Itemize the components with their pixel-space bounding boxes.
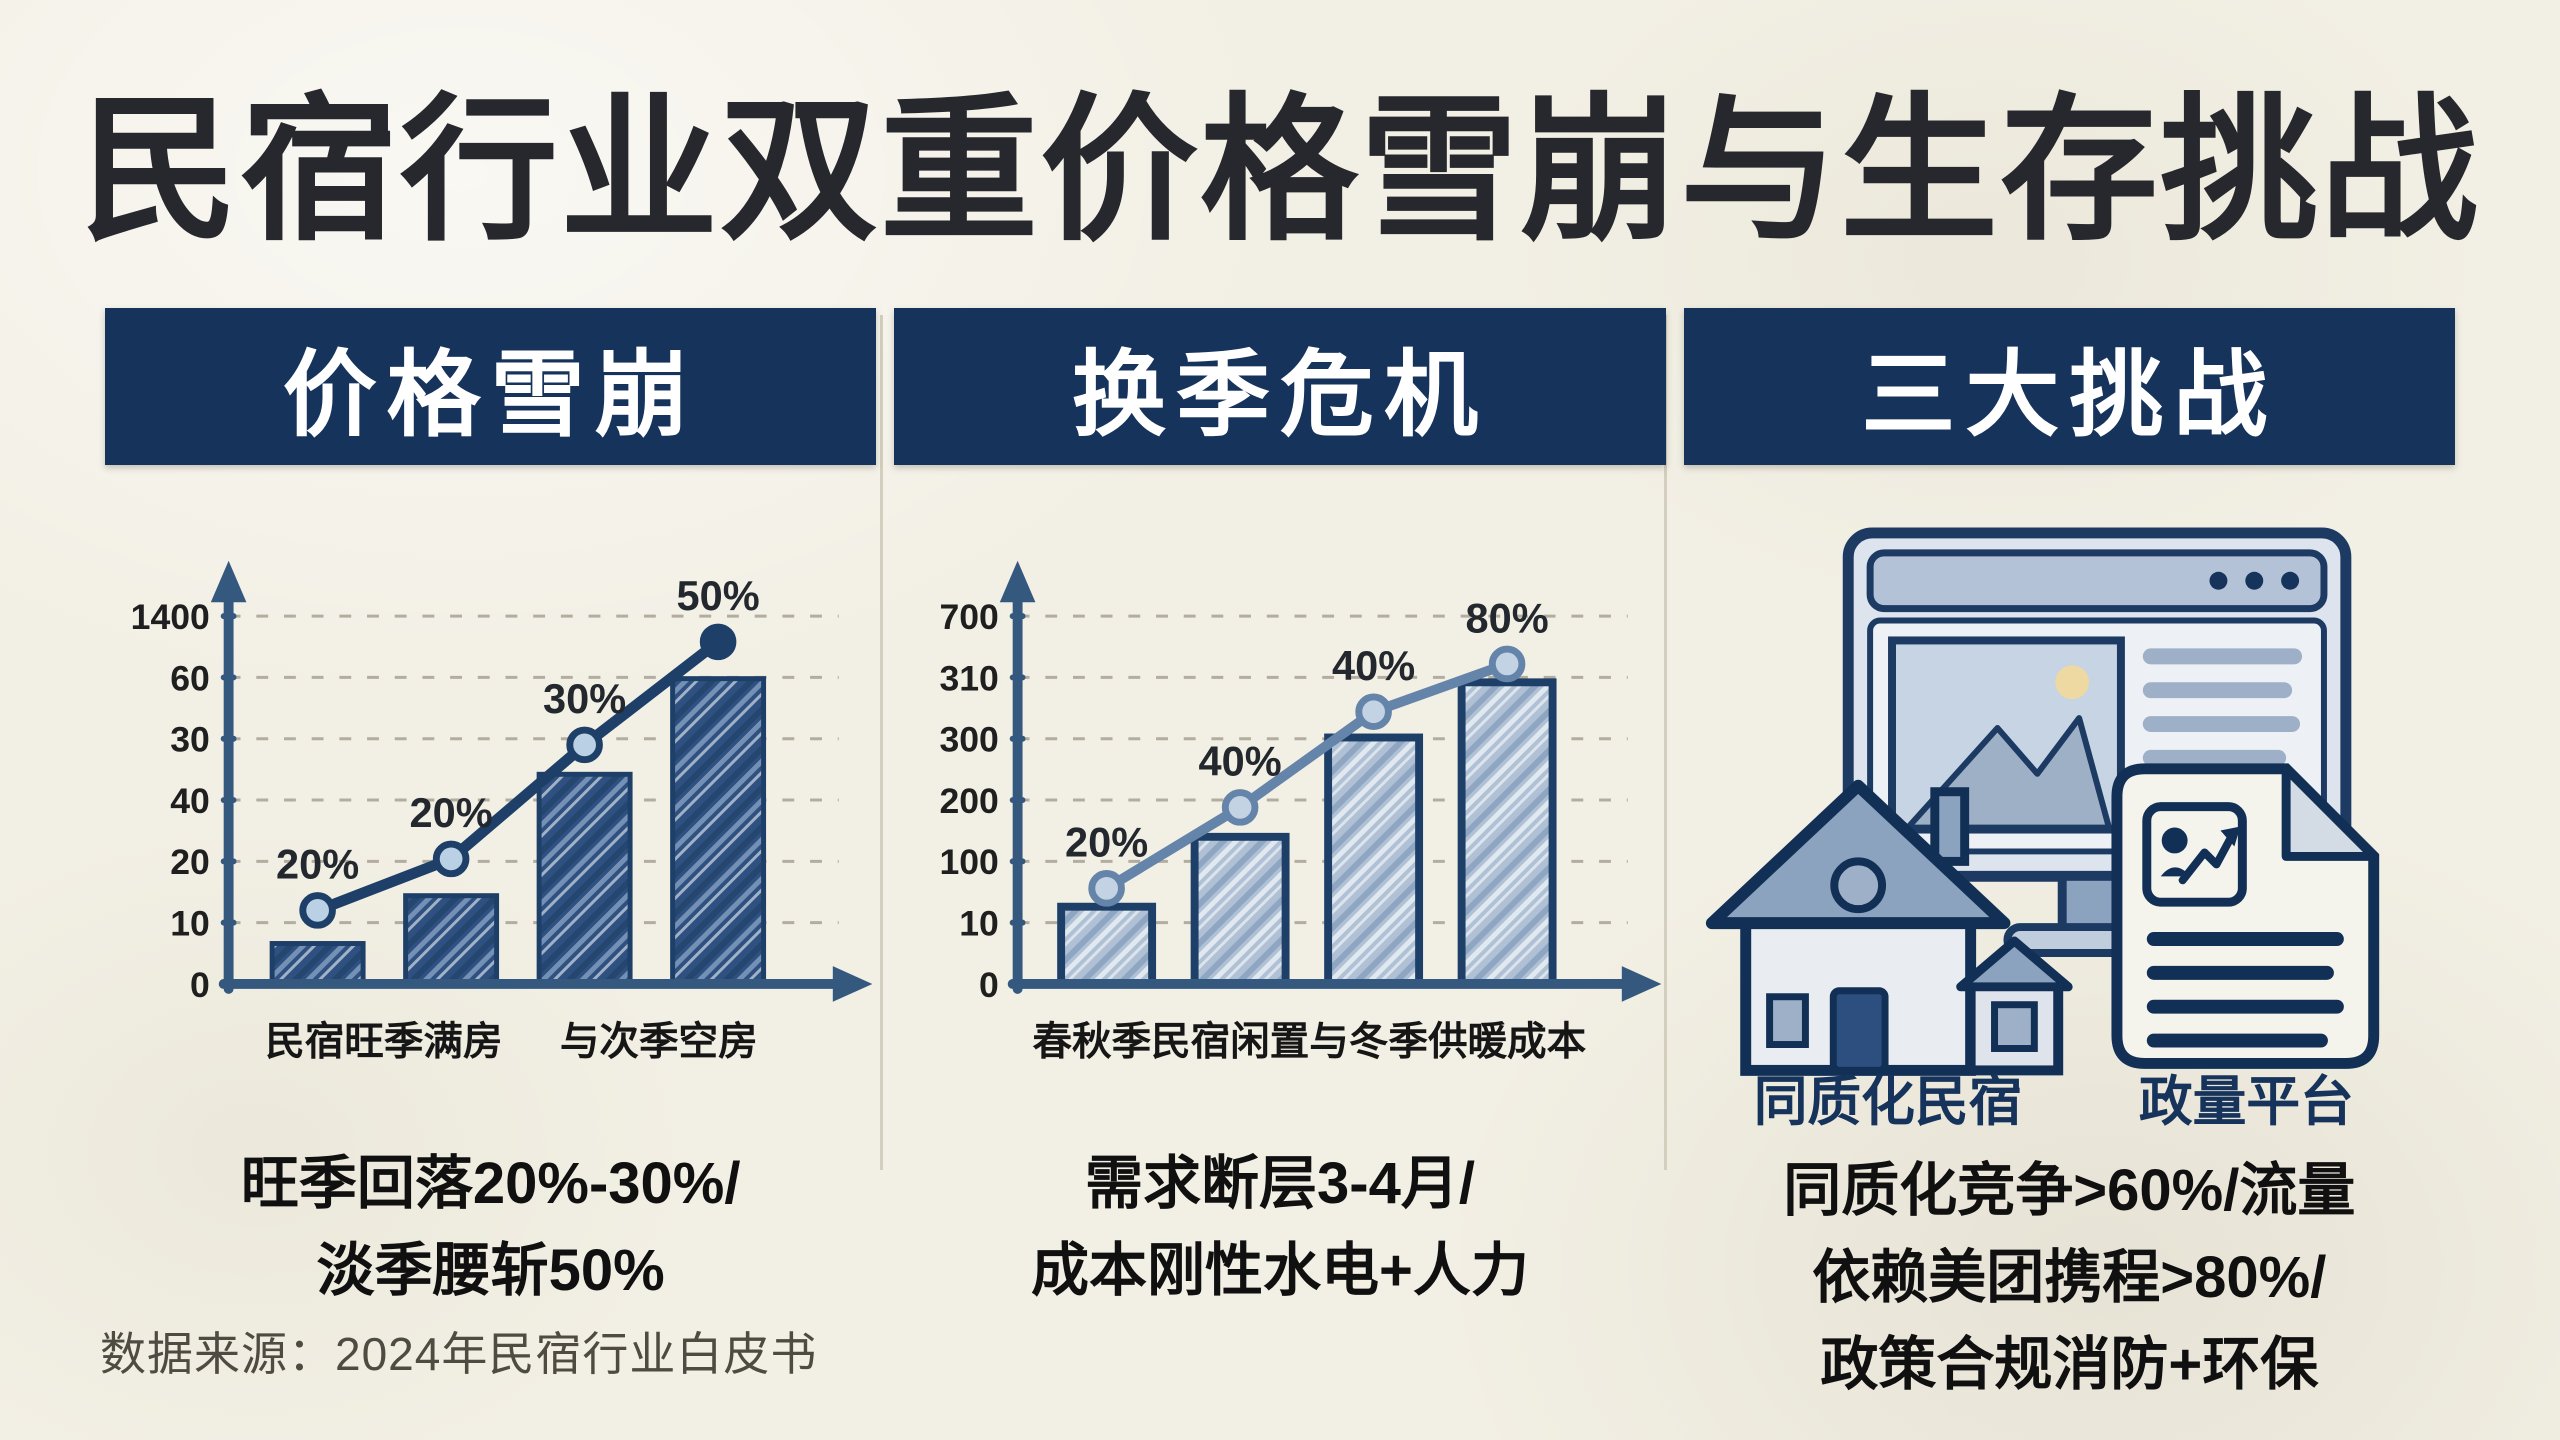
y-axis-ticks: 1400 60 30 40 20 10 0 — [131, 597, 237, 1005]
caption-season-crisis: 需求断层3-4月/ 成本刚性水电+人力 — [894, 1140, 1665, 1314]
icon-label-traffic-platform: 政量平台 — [2139, 1072, 2354, 1132]
bars — [1057, 678, 1557, 988]
trend-line: 20% 20% 30% 50% — [276, 572, 760, 929]
caption-line: 旺季回落20%-30%/ — [240, 1150, 741, 1216]
svg-text:10: 10 — [960, 904, 1000, 944]
bar — [1057, 902, 1157, 988]
browser-dot-icon — [2280, 571, 2299, 590]
svg-text:40: 40 — [170, 781, 210, 821]
data-point-label: 20% — [410, 789, 493, 836]
data-point-label: 30% — [543, 675, 626, 722]
caption-three-challenges: 同质化竞争>60%/流量 依赖美团携程>80%/ 政策合规消防+环保 — [1684, 1147, 2455, 1408]
price-collapse-chart-wrap: 1400 60 30 40 20 10 0 20% 20% 30% 50% 民宿旺季满房 与次季空房 — [105, 537, 876, 1096]
caption-line: 政策合规消防+环保 — [1820, 1332, 2319, 1398]
bar — [536, 771, 633, 987]
bar — [1190, 832, 1290, 988]
data-point — [1489, 645, 1526, 683]
section-price-collapse: 价格雪崩 1400 60 30 40 20 10 0 20% 20% 30% 50% 民宿旺季满房 与次… — [105, 308, 877, 1408]
folded-corner-icon — [2281, 764, 2378, 861]
chart-badge-icon — [2141, 802, 2247, 907]
caption-line: 成本刚性水电+人力 — [1031, 1237, 1529, 1303]
chimney-icon — [1929, 787, 1969, 866]
bars — [269, 676, 767, 987]
bar — [670, 676, 767, 987]
document-lines-icon — [2146, 932, 2344, 1048]
caption-line: 需求断层3-4月/ — [1085, 1150, 1475, 1216]
data-point-label: 20% — [276, 841, 359, 888]
section-three-challenges: 三大挑战 — [1683, 308, 2455, 1408]
icon-label-homogenized-homestay: 同质化民宿 — [1753, 1072, 2022, 1132]
svg-text:20: 20 — [170, 842, 210, 882]
bar — [1324, 733, 1424, 988]
roof-icon — [1705, 779, 2011, 930]
bar — [269, 941, 366, 987]
svg-text:60: 60 — [170, 658, 210, 698]
data-point — [566, 726, 603, 764]
column-divider — [880, 315, 883, 1170]
bar — [1457, 678, 1557, 988]
svg-text:700: 700 — [940, 597, 999, 637]
monitor-browser-icon — [1842, 527, 2351, 957]
data-point — [1088, 870, 1126, 907]
data-point-label: 20% — [1065, 819, 1148, 866]
caption-line: 依赖美团携程>80%/ — [1812, 1245, 2327, 1311]
data-point — [432, 840, 470, 878]
season-crisis-chart-wrap: 700 310 300 200 100 10 0 20% 40% 40% 80% 春秋季民宿闲置与冬季… — [894, 537, 1665, 1096]
svg-text:0: 0 — [979, 965, 999, 1005]
data-point-label: 40% — [1332, 642, 1415, 689]
caption-line: 同质化竞争>60%/流量 — [1783, 1158, 2356, 1224]
season-crisis-chart: 70031030020010010020%40%40%80%春秋季民宿闲置与冬季… — [940, 560, 1662, 1064]
data-point — [299, 892, 336, 929]
data-point — [699, 623, 737, 661]
bar — [403, 893, 500, 987]
svg-text:1400: 1400 — [131, 597, 210, 637]
svg-text:0: 0 — [190, 965, 210, 1005]
svg-text:与次季空房: 与次季空房 — [560, 1020, 758, 1064]
page-title: 民宿行业双重价格雪崩与生存挑战 — [80, 83, 2480, 259]
browser-dot-icon — [2244, 571, 2263, 590]
section-header-season-crisis: 换季危机 — [894, 308, 1666, 465]
challenges-illustration: 同质化民宿 政量平台 — [1705, 527, 2379, 1132]
svg-text:200: 200 — [940, 781, 999, 821]
caption-line: 淡季腰斩50% — [316, 1237, 665, 1303]
section-header-price-collapse: 价格雪崩 — [105, 308, 877, 465]
columns: 价格雪崩 1400 60 30 40 20 10 0 20% 20% 30% 50% 民宿旺季满房 与次… — [105, 308, 2455, 1408]
svg-text:310: 310 — [940, 658, 999, 698]
caption-price-collapse: 旺季回落20%-30%/ 淡季腰斩50% — [105, 1140, 876, 1314]
svg-text:春秋季民宿闲置与冬季供暖成本: 春秋季民宿闲置与冬季供暖成本 — [1033, 1020, 1587, 1064]
data-point — [1355, 693, 1393, 731]
svg-text:30: 30 — [170, 720, 210, 760]
challenges-illustration-wrap: 同质化民宿 政量平台 — [1684, 525, 2455, 1137]
document-report-icon — [2111, 763, 2379, 1069]
svg-text:10: 10 — [170, 904, 210, 944]
section-season-crisis: 换季危机 700 310 300 200 100 10 0 20% 40% 40% 80% 春秋季民宿… — [894, 308, 1666, 1408]
price-collapse-chart: 1400 60 30 40 20 10 0 20% 20% 30% 50% 民宿旺季满房 与次季空房 — [131, 560, 873, 1064]
data-point-label: 50% — [677, 572, 760, 619]
svg-text:民宿旺季满房: 民宿旺季满房 — [265, 1020, 502, 1064]
window-icon — [1765, 993, 1809, 1049]
house-wing-icon — [1955, 936, 2073, 1076]
data-point-label: 40% — [1199, 738, 1282, 785]
axes — [210, 560, 873, 1002]
data-point-label: 80% — [1466, 594, 1549, 641]
column-divider — [1664, 315, 1667, 1170]
trend-line: 20% 40% 40% 80% — [1065, 594, 1549, 907]
svg-text:300: 300 — [940, 720, 999, 760]
house-icon — [1705, 779, 2073, 1076]
photo-placeholder-icon — [1887, 636, 2125, 834]
data-point — [1222, 789, 1259, 826]
door-icon — [1829, 987, 1889, 1074]
svg-text:100: 100 — [940, 842, 999, 882]
sun-icon — [2054, 665, 2089, 700]
axes — [1000, 560, 1662, 1002]
round-window-icon — [1829, 857, 1886, 914]
source-note: 数据来源：2024年民宿行业白皮书 — [100, 1328, 818, 1380]
browser-dot-icon — [2209, 571, 2228, 590]
x-axis-labels: 春秋季民宿闲置与冬季供暖成本 — [1033, 1020, 1587, 1064]
section-header-three-challenges: 三大挑战 — [1683, 308, 2455, 465]
x-axis-labels: 民宿旺季满房 与次季空房 — [265, 1020, 757, 1064]
